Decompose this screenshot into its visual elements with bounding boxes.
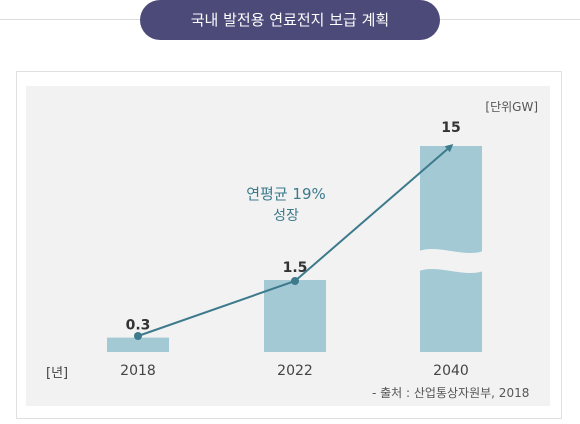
value-label-2022: 1.5 (283, 260, 308, 276)
annotation-line-2: 성장 (273, 208, 299, 224)
chart-title: 국내 발전용 연료전지 보급 계획 (140, 0, 440, 40)
trend-point-2018 (134, 332, 142, 340)
bar-2040 (420, 146, 482, 352)
trend-point-2022 (291, 277, 299, 285)
x-axis-label: [년] (46, 366, 69, 381)
unit-label: [단위GW] (485, 100, 538, 114)
bar-2022 (264, 280, 326, 352)
value-label-2018: 0.3 (126, 318, 151, 334)
x-tick-2022: 2022 (277, 363, 313, 379)
x-tick-2018: 2018 (120, 363, 156, 379)
bar-2018 (107, 337, 169, 352)
value-label-2040: 15 (441, 120, 460, 136)
annotation-line-1: 연평균 19% (246, 185, 326, 203)
axis-break (419, 248, 483, 274)
source-note: - 출처 : 산업통상자원부, 2018 (372, 386, 530, 400)
x-tick-2040: 2040 (433, 363, 469, 379)
